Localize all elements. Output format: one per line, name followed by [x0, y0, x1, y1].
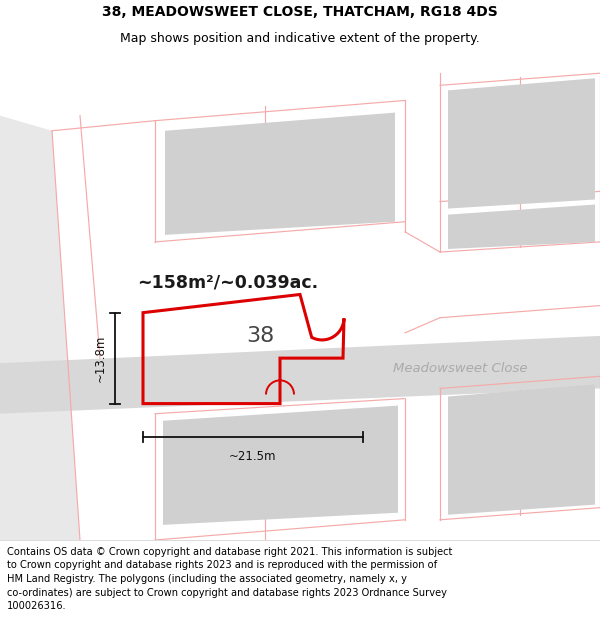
Polygon shape: [448, 204, 595, 249]
Polygon shape: [165, 112, 395, 235]
Text: 38, MEADOWSWEET CLOSE, THATCHAM, RG18 4DS: 38, MEADOWSWEET CLOSE, THATCHAM, RG18 4D…: [102, 6, 498, 19]
Text: ~158m²/~0.039ac.: ~158m²/~0.039ac.: [137, 273, 319, 291]
Text: ~13.8m: ~13.8m: [94, 334, 107, 382]
Polygon shape: [448, 78, 595, 209]
Text: ~21.5m: ~21.5m: [229, 450, 277, 463]
Text: Map shows position and indicative extent of the property.: Map shows position and indicative extent…: [120, 32, 480, 45]
Text: 38: 38: [246, 326, 274, 346]
Polygon shape: [163, 406, 398, 525]
Polygon shape: [448, 384, 595, 515]
Polygon shape: [0, 116, 80, 540]
Text: Contains OS data © Crown copyright and database right 2021. This information is : Contains OS data © Crown copyright and d…: [7, 547, 452, 611]
Text: Meadowsweet Close: Meadowsweet Close: [393, 362, 527, 375]
Polygon shape: [0, 336, 600, 414]
